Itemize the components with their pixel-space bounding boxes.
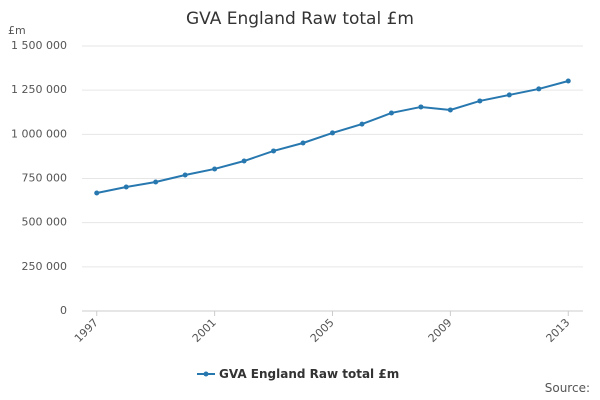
point bbox=[359, 121, 365, 127]
point bbox=[388, 110, 394, 116]
point bbox=[506, 92, 512, 98]
source: Source: bbox=[545, 381, 590, 395]
x-tick-label: 2001 bbox=[190, 316, 219, 345]
x-tick-label: 2005 bbox=[308, 316, 337, 345]
point bbox=[271, 148, 277, 154]
y-tick-label: 1 500 000 bbox=[11, 39, 67, 52]
y-tick-label: 250 000 bbox=[22, 260, 68, 273]
point bbox=[447, 107, 453, 113]
chart-title: GVA England Raw total £m bbox=[186, 9, 414, 29]
x-tick-label: 2013 bbox=[544, 316, 573, 345]
x-tick-label: 1997 bbox=[72, 316, 101, 345]
y-tick-label: 0 bbox=[60, 304, 67, 317]
legend-marker bbox=[203, 371, 209, 377]
point bbox=[477, 98, 483, 104]
y-tick-label: 1 000 000 bbox=[11, 127, 67, 140]
x-tick-label: 2009 bbox=[426, 316, 455, 345]
y-tick-label: 1 250 000 bbox=[11, 83, 67, 96]
point bbox=[212, 166, 218, 172]
point bbox=[94, 190, 100, 196]
point bbox=[241, 158, 247, 164]
point bbox=[182, 172, 188, 178]
point bbox=[565, 78, 571, 84]
point bbox=[418, 104, 424, 110]
point bbox=[536, 86, 542, 92]
line bbox=[96, 80, 569, 194]
legend-label: GVA England Raw total £m bbox=[219, 367, 399, 381]
point bbox=[123, 184, 129, 190]
point bbox=[300, 140, 306, 146]
y-tick-label: 500 000 bbox=[22, 216, 68, 229]
y-tick-label: 750 000 bbox=[22, 172, 68, 185]
point bbox=[153, 179, 159, 185]
point bbox=[330, 130, 335, 136]
y-axis-label: £m bbox=[8, 24, 26, 37]
